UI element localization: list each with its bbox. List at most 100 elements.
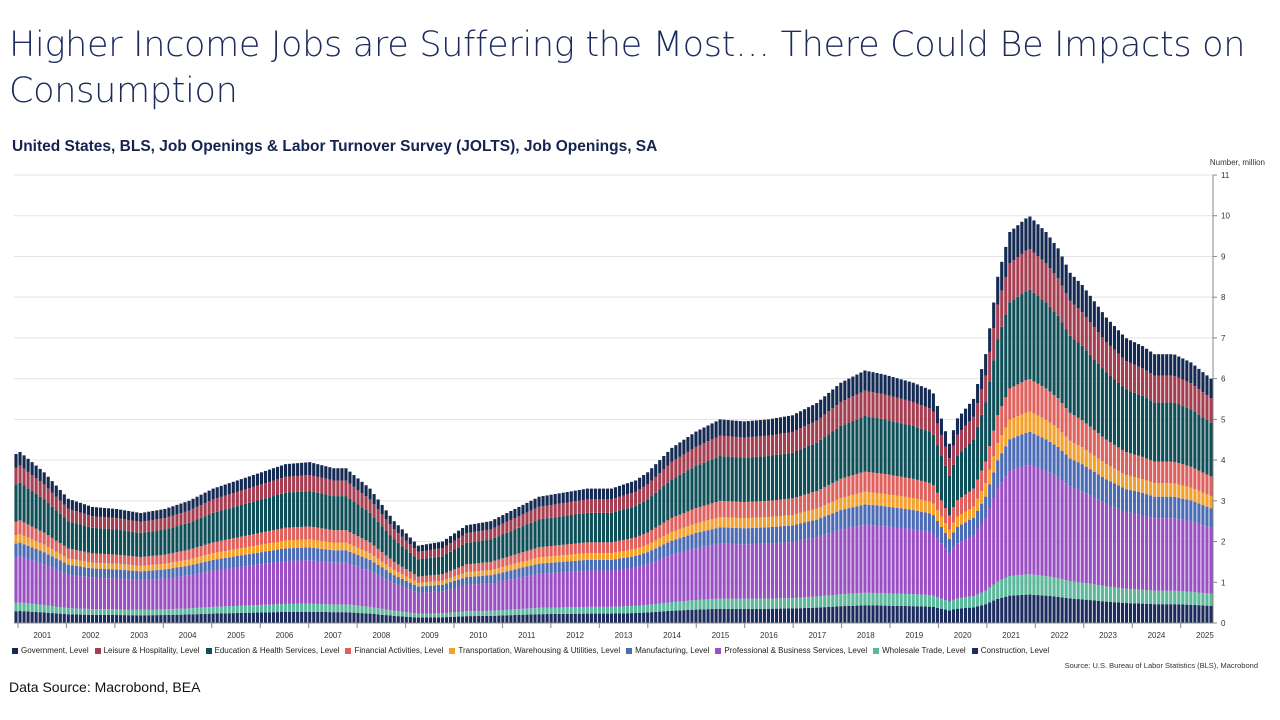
bar-segment: [1036, 595, 1040, 623]
bar-segment: [1124, 511, 1129, 589]
bar-segment: [477, 616, 481, 623]
bar-segment: [203, 516, 207, 545]
bar-segment: [976, 529, 980, 595]
bar-segment: [223, 568, 227, 607]
x-tick-label: 2018: [857, 631, 875, 640]
month-bar: [988, 328, 992, 623]
bar-segment: [38, 530, 42, 543]
bar-segment: [847, 593, 851, 606]
month-bar: [1181, 358, 1185, 623]
bar-segment: [851, 494, 855, 508]
bar-segment: [710, 439, 714, 460]
bar-segment: [811, 596, 815, 608]
bar-segment: [1173, 590, 1177, 605]
bar-segment: [517, 614, 521, 623]
bar-segment: [263, 612, 268, 623]
bar-segment: [742, 544, 746, 599]
bar-segment: [123, 615, 127, 623]
bar-segment: [62, 504, 66, 518]
bar-segment: [565, 544, 569, 555]
month-bar: [70, 500, 74, 623]
bar-segment: [1020, 382, 1024, 415]
bar-segment: [231, 493, 235, 508]
month-bar: [1169, 354, 1173, 623]
bar-segment: [135, 570, 139, 580]
bar-segment: [292, 492, 296, 528]
bar-segment: [485, 583, 489, 611]
bar-segment: [1064, 293, 1068, 330]
bar-segment: [324, 478, 328, 495]
bar-segment: [275, 479, 280, 495]
bar-segment: [235, 480, 239, 492]
bar-segment: [923, 430, 927, 482]
bar-segment: [481, 540, 485, 563]
month-bar: [175, 504, 179, 623]
bar-segment: [762, 598, 766, 609]
bar-segment: [984, 518, 988, 591]
bar-segment: [1112, 326, 1116, 350]
month-bar: [931, 393, 935, 623]
x-tick-label: 2014: [663, 631, 681, 640]
bar-segment: [440, 574, 445, 581]
bar-segment: [1096, 499, 1100, 586]
bar-segment: [94, 553, 99, 563]
bar-segment: [662, 611, 666, 623]
bar-segment: [127, 519, 131, 532]
month-bar: [553, 494, 557, 623]
bar-segment: [980, 470, 984, 491]
bar-segment: [823, 595, 827, 608]
bar-segment: [553, 607, 557, 614]
bar-segment: [215, 511, 219, 542]
bar-segment: [630, 538, 634, 550]
bar-segment: [903, 606, 907, 623]
legend-label: Government, Level: [21, 646, 89, 655]
bar-segment: [734, 527, 738, 545]
bar-segment: [621, 539, 626, 551]
bar-segment: [1157, 402, 1161, 462]
bar-segment: [585, 553, 589, 560]
bar-segment: [509, 579, 513, 610]
bar-segment: [899, 476, 903, 497]
bar-segment: [127, 564, 131, 571]
bar-segment: [597, 499, 601, 513]
bar-segment: [275, 604, 280, 613]
bar-segment: [670, 610, 674, 623]
bar-segment: [1145, 590, 1149, 604]
month-bar: [1161, 354, 1165, 623]
bar-segment: [292, 476, 296, 493]
legend-swatch: [205, 647, 212, 654]
bar-segment: [461, 616, 465, 623]
bar-segment: [139, 571, 143, 581]
bar-segment: [891, 377, 895, 397]
bar-segment: [497, 573, 501, 582]
bar-segment: [573, 554, 577, 561]
bar-segment: [561, 544, 565, 556]
bar-segment: [223, 495, 227, 510]
bar-segment: [1108, 442, 1112, 467]
bar-segment: [46, 554, 50, 566]
bar-segment: [1052, 425, 1056, 445]
bar-segment: [22, 611, 26, 623]
bar-segment: [352, 475, 356, 487]
bar-segment: [630, 606, 634, 614]
month-bar: [843, 380, 847, 623]
bar-segment: [428, 613, 433, 618]
bar-segment: [167, 568, 171, 578]
bar-segment: [815, 537, 819, 597]
bar-segment: [714, 421, 718, 438]
bar-segment: [288, 603, 292, 612]
bar-segment: [388, 515, 392, 525]
bar-segment: [1116, 508, 1121, 588]
bar-segment: [195, 519, 199, 548]
bar-segment: [666, 482, 670, 521]
bar-segment: [34, 478, 38, 494]
bar-segment: [1012, 299, 1016, 387]
bar-segment: [469, 524, 473, 533]
bar-segment: [263, 563, 268, 605]
x-tick-label: 2002: [82, 631, 100, 640]
bar-segment: [312, 603, 316, 612]
bar-segment: [376, 614, 380, 623]
bar-segment: [477, 531, 481, 542]
bar-segment: [388, 567, 392, 573]
bar-segment: [1149, 460, 1153, 482]
